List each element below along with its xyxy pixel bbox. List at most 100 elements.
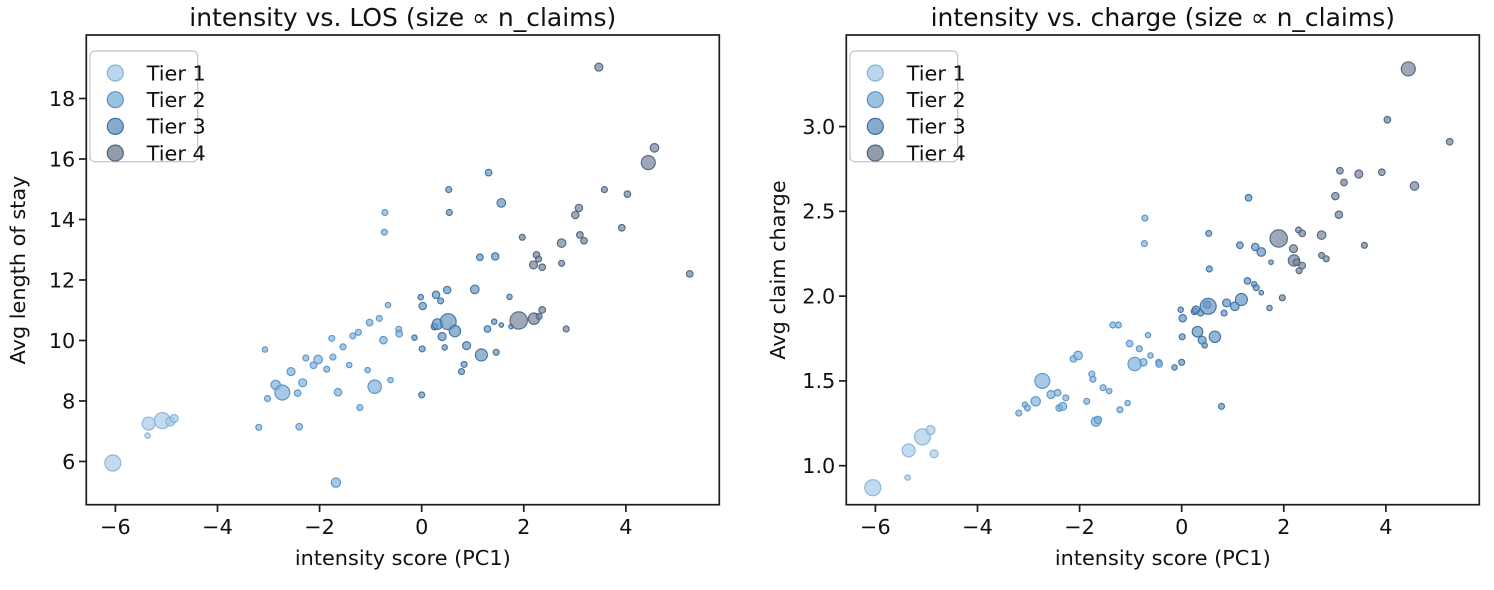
data-point-tier2: [1125, 339, 1134, 348]
data-point-tier4: [1400, 61, 1416, 77]
data-point-tier4: [594, 62, 604, 72]
data-point-tier4: [528, 260, 539, 270]
y-tick-label: 1.5: [802, 369, 835, 393]
data-point-tier2: [330, 477, 342, 488]
data-point-tier3: [483, 325, 492, 333]
legend-label: Tier 4: [906, 141, 966, 165]
x-tick-label: 4: [1379, 515, 1392, 539]
data-point-tier1: [901, 443, 916, 458]
data-point-tier4: [1288, 244, 1299, 254]
data-point-tier2: [1124, 399, 1131, 407]
data-point-tier3: [492, 348, 500, 356]
data-point-tier1: [904, 474, 911, 481]
data-point-tier4: [509, 311, 528, 330]
legend-marker-tier3: [866, 117, 884, 136]
data-point-tier4: [1331, 191, 1340, 201]
data-point-tier2: [339, 343, 347, 351]
data-point-tier1: [925, 425, 936, 436]
data-point-tier2: [349, 332, 357, 340]
data-point-tier3: [457, 368, 466, 376]
data-point-tier3: [1178, 313, 1187, 323]
data-point-tier4: [535, 312, 543, 320]
x-tick-label: −2: [304, 515, 335, 539]
data-point-tier3: [1266, 304, 1273, 312]
data-point-tier2: [1140, 240, 1148, 248]
data-point-tier3: [460, 360, 468, 368]
data-point-tier1: [141, 416, 156, 431]
x-tick-label: 0: [1175, 515, 1188, 539]
data-point-tier4: [1292, 258, 1301, 267]
data-point-tier3: [1234, 292, 1248, 307]
data-point-tier2: [1083, 397, 1091, 405]
data-point-tier2: [302, 354, 310, 362]
data-point-tier2: [395, 329, 404, 338]
legend-label: Tier 2: [906, 88, 966, 112]
data-point-tier2: [1135, 345, 1143, 353]
data-point-tier2: [1089, 375, 1097, 383]
data-point-tier3: [498, 322, 505, 328]
data-point-tier2: [384, 301, 392, 309]
data-point-tier4: [1269, 229, 1288, 248]
legend-marker-tier1: [866, 64, 884, 82]
chart-charge: −6 −4 −2 0 2 4 1.0 1.5 2.0 2.5 3.0 Tier 1 Tier 2 Tier…: [802, 34, 1481, 539]
x-tick-label: −2: [1064, 515, 1095, 539]
data-point-tier4: [1383, 115, 1392, 124]
data-point-tier4: [1334, 210, 1344, 219]
data-point-tier4: [1316, 230, 1327, 240]
data-point-tier2: [1062, 394, 1070, 402]
x-tick-label: −4: [962, 515, 993, 539]
data-point-tier3: [474, 348, 488, 362]
chart-los: −6 −4 −2 0 2 4 6 8 10 12 14 16 18 Tier 1 Tier 2 Tier 3T…: [49, 34, 721, 539]
data-point-tier3: [411, 334, 418, 341]
legend-label: Tier 1: [146, 61, 206, 85]
data-point-tier3: [1191, 325, 1204, 338]
data-point-tier2: [1127, 356, 1142, 372]
x-tick-label: 2: [1277, 515, 1290, 539]
data-point-tier3: [442, 285, 452, 295]
legend-marker-tier4: [866, 144, 884, 162]
y-tick-label: 8: [62, 389, 75, 413]
data-point-tier3: [448, 324, 462, 338]
y-tick-label: 16: [49, 147, 75, 171]
data-point-tier3: [417, 293, 424, 301]
data-point-tier2: [1116, 406, 1124, 414]
data-point-tier4: [558, 259, 566, 267]
x-tick-label: 0: [415, 515, 428, 539]
y-tick-label: 3.0: [802, 115, 835, 139]
data-point-tier1: [929, 449, 939, 459]
data-point-tier2: [255, 423, 263, 431]
data-point-tier2: [381, 208, 389, 217]
data-point-tier3: [490, 318, 498, 325]
y-tick-label: 12: [49, 268, 75, 292]
data-point-tier3: [1178, 333, 1186, 341]
legend-marker-tier2: [866, 91, 884, 109]
data-point-tier4: [571, 210, 580, 220]
chart-los-ylabel: Avg length of stay: [6, 176, 30, 365]
data-point-tier2: [323, 365, 331, 373]
y-tick-label: 6: [62, 450, 75, 474]
legend-label: Tier 1: [906, 61, 966, 85]
data-point-tier4: [617, 223, 626, 232]
data-point-tier4: [1377, 168, 1386, 177]
data-point-tier4: [649, 142, 660, 153]
data-point-tier2: [1155, 360, 1164, 368]
data-point-tier4: [1336, 166, 1344, 175]
data-point-tier4: [576, 231, 584, 239]
data-point-tier3: [484, 168, 493, 177]
data-point-tier3: [445, 186, 453, 194]
data-point-tier2: [329, 353, 337, 361]
data-point-tier2: [1058, 401, 1068, 411]
data-point-tier2: [1053, 388, 1062, 397]
data-point-tier1: [169, 413, 179, 424]
data-point-tier2: [365, 318, 374, 327]
data-point-tier2: [1046, 389, 1056, 400]
data-point-tier1: [144, 432, 151, 439]
data-point-tier4: [685, 270, 694, 278]
data-point-tier4: [1409, 181, 1420, 191]
data-point-tier3: [476, 253, 484, 262]
data-point-tier3: [437, 297, 445, 305]
data-point-tier2: [313, 354, 323, 365]
data-point-tier4: [623, 190, 632, 198]
data-point-tier3: [1199, 297, 1217, 315]
